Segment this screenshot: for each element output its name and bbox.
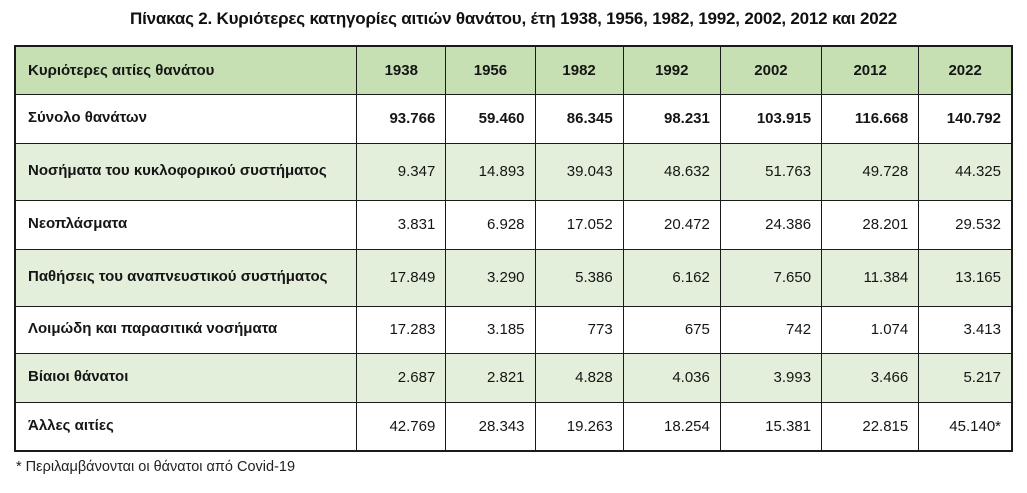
value-cell: 51.763 [719, 142, 823, 201]
row-label: Νεοπλάσματα [14, 199, 358, 250]
row-label: Παθήσεις του αναπνευστικού συστήματος [14, 248, 358, 307]
value-cell: 103.915 [719, 93, 823, 144]
value-cell: 17.283 [356, 305, 447, 354]
value-cell: 29.532 [918, 199, 1013, 250]
value-cell: 17.052 [534, 199, 624, 250]
header-year-1938: 1938 [356, 45, 447, 95]
value-cell: 7.650 [719, 248, 823, 307]
table-row-infectious: Λοιμώδη και παρασιτικά νοσήματα 17.283 3… [14, 305, 1013, 354]
value-cell: 9.347 [356, 142, 447, 201]
table-row-other: Άλλες αιτίες 42.769 28.343 19.263 18.254… [14, 401, 1013, 452]
value-cell: 2.687 [356, 352, 447, 403]
header-year-2012: 2012 [821, 45, 920, 95]
value-cell: 11.384 [821, 248, 920, 307]
value-cell: 18.254 [622, 401, 721, 452]
header-row: Κυριότερες αιτίες θανάτου 1938 1956 1982… [14, 45, 1013, 95]
value-cell: 39.043 [534, 142, 624, 201]
value-cell: 3.413 [918, 305, 1013, 354]
value-cell: 3.290 [445, 248, 536, 307]
value-cell: 5.217 [918, 352, 1013, 403]
value-cell: 4.036 [622, 352, 721, 403]
row-label: Λοιμώδη και παρασιτικά νοσήματα [14, 305, 358, 354]
value-cell: 17.849 [356, 248, 447, 307]
table-row-total: Σύνολο θανάτων 93.766 59.460 86.345 98.2… [14, 93, 1013, 144]
value-cell: 116.668 [821, 93, 920, 144]
value-cell: 49.728 [821, 142, 920, 201]
value-cell: 59.460 [445, 93, 536, 144]
value-cell: 6.162 [622, 248, 721, 307]
table-title: Πίνακας 2. Κυριότερες κατηγορίες αιτιών … [130, 9, 897, 28]
value-cell: 5.386 [534, 248, 624, 307]
value-cell: 48.632 [622, 142, 721, 201]
value-cell: 2.821 [445, 352, 536, 403]
value-cell: 45.140* [918, 401, 1013, 452]
value-cell: 28.343 [445, 401, 536, 452]
table-row-circulatory: Νοσήματα του κυκλοφορικού συστήματος 9.3… [14, 142, 1013, 201]
value-cell: 19.263 [534, 401, 624, 452]
value-cell: 742 [719, 305, 823, 354]
value-cell: 15.381 [719, 401, 823, 452]
table-row-neoplasms: Νεοπλάσματα 3.831 6.928 17.052 20.472 24… [14, 199, 1013, 250]
table-row-violent: Βίαιοι θάνατοι 2.687 2.821 4.828 4.036 3… [14, 352, 1013, 403]
value-cell: 24.386 [719, 199, 823, 250]
value-cell: 22.815 [821, 401, 920, 452]
header-year-2022: 2022 [918, 45, 1013, 95]
value-cell: 98.231 [622, 93, 721, 144]
header-causes: Κυριότερες αιτίες θανάτου [14, 45, 358, 95]
value-cell: 3.993 [719, 352, 823, 403]
value-cell: 3.466 [821, 352, 920, 403]
value-cell: 93.766 [356, 93, 447, 144]
value-cell: 3.831 [356, 199, 447, 250]
header-year-2002: 2002 [719, 45, 823, 95]
value-cell: 28.201 [821, 199, 920, 250]
value-cell: 14.893 [445, 142, 536, 201]
value-cell: 20.472 [622, 199, 721, 250]
row-label: Σύνολο θανάτων [14, 93, 358, 144]
table-row-respiratory: Παθήσεις του αναπνευστικού συστήματος 17… [14, 248, 1013, 307]
value-cell: 4.828 [534, 352, 624, 403]
header-year-1992: 1992 [622, 45, 721, 95]
value-cell: 13.165 [918, 248, 1013, 307]
value-cell: 3.185 [445, 305, 536, 354]
row-label: Άλλες αιτίες [14, 401, 358, 452]
covid-footnote: * Περιλαμβάνονται οι θάνατοι από Covid-1… [16, 459, 296, 475]
value-cell: 6.928 [445, 199, 536, 250]
value-cell: 44.325 [918, 142, 1013, 201]
row-label: Νοσήματα του κυκλοφορικού συστήματος [14, 142, 358, 201]
value-cell: 140.792 [918, 93, 1013, 144]
value-cell: 675 [622, 305, 721, 354]
row-label: Βίαιοι θάνατοι [14, 352, 358, 403]
value-cell: 42.769 [356, 401, 447, 452]
header-year-1956: 1956 [445, 45, 536, 95]
value-cell: 1.074 [821, 305, 920, 354]
value-cell: 773 [534, 305, 624, 354]
causes-of-death-table: Κυριότερες αιτίες θανάτου 1938 1956 1982… [14, 45, 1013, 452]
value-cell: 86.345 [534, 93, 624, 144]
header-year-1982: 1982 [534, 45, 624, 95]
